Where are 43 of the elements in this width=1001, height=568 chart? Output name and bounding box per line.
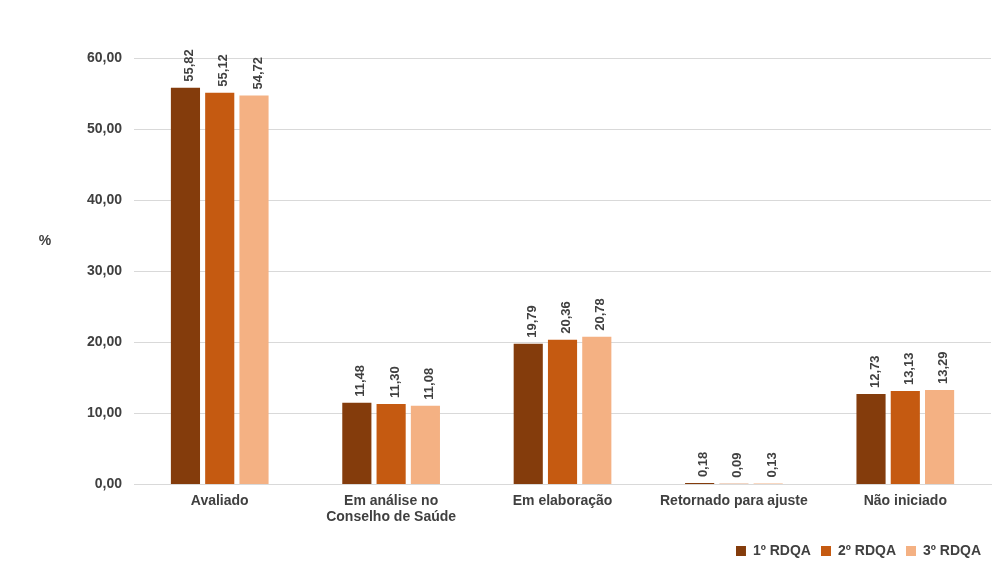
data-label: 11,08: [420, 367, 436, 400]
legend-label: 3º RDQA: [922, 541, 982, 558]
data-label: 12,73: [866, 355, 882, 388]
data-label: 55,12: [215, 54, 231, 87]
data-label: 20,36: [558, 301, 574, 334]
data-label: 11,30: [386, 366, 402, 399]
y-tick-label: 0,00: [94, 475, 123, 492]
bar: [925, 389, 955, 484]
bar: [170, 87, 201, 484]
x-tick-label: Retornado para ajuste: [660, 491, 809, 508]
bar: [582, 336, 612, 484]
data-label: 19,79: [523, 305, 539, 338]
x-tick-label: Em análise no Conselho de Saúde: [326, 491, 457, 525]
data-label: 0,18: [695, 451, 711, 478]
y-tick-label: 40,00: [86, 190, 123, 207]
bar: [856, 393, 886, 484]
legend-label: 2º RDQA: [837, 541, 896, 558]
y-tick-label: 30,00: [86, 262, 123, 279]
x-tick-label: Avaliado: [190, 491, 249, 508]
bar: [890, 391, 920, 484]
y-tick-label: 60,00: [86, 48, 123, 65]
y-tick-label: 50,00: [86, 119, 123, 136]
data-label: 0,09: [729, 452, 745, 478]
data-label: 54,72: [249, 56, 265, 90]
legend-label: 1º RDQA: [752, 541, 811, 558]
y-axis-title: %: [38, 232, 52, 249]
bar: [513, 343, 543, 484]
x-tick-label: Em elaboração: [512, 491, 613, 508]
data-label: 0,13: [763, 452, 779, 478]
bar: [376, 404, 406, 484]
data-label: 13,13: [900, 352, 916, 386]
data-label: 20,78: [592, 298, 608, 331]
y-tick-label: 20,00: [86, 333, 123, 350]
bar: [342, 402, 372, 484]
x-tick-label: Não iniciado: [863, 491, 947, 508]
bar: [410, 405, 440, 484]
data-label: 11,48: [352, 364, 368, 397]
bar: [547, 339, 578, 484]
bar: [239, 95, 269, 484]
bar: [205, 92, 235, 484]
data-label: 13,29: [935, 351, 951, 384]
y-tick-label: 10,00: [86, 404, 123, 421]
data-label: 55,82: [181, 49, 197, 82]
